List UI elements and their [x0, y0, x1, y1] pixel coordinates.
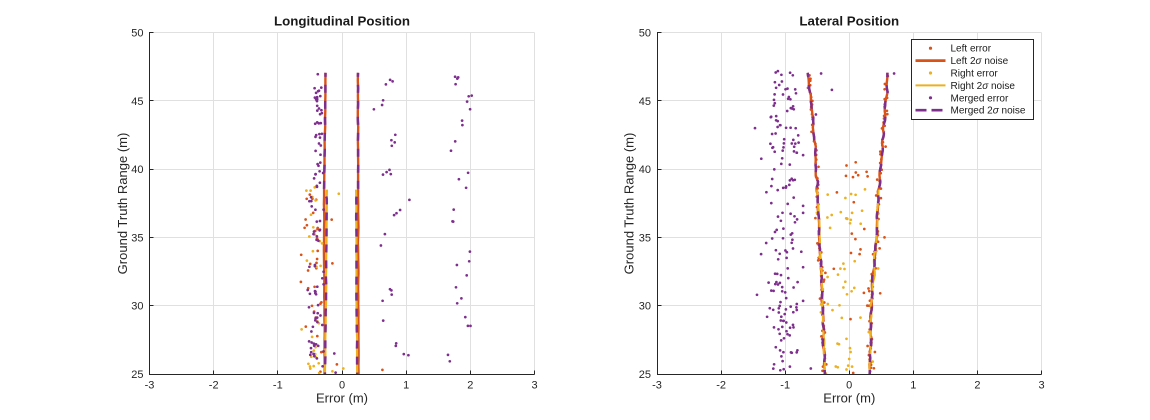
svg-text:Ground Truth Range (m): Ground Truth Range (m): [622, 133, 637, 275]
svg-text:-3: -3: [145, 380, 155, 392]
svg-text:2: 2: [467, 380, 473, 392]
svg-text:-1: -1: [780, 380, 790, 392]
svg-text:Merged error: Merged error: [951, 93, 1009, 104]
svg-text:-1: -1: [273, 380, 283, 392]
svg-text:25: 25: [639, 369, 651, 381]
svg-text:35: 35: [639, 232, 651, 244]
svg-text:Right error: Right error: [951, 69, 999, 80]
svg-text:40: 40: [131, 164, 143, 176]
svg-text:Merged 2σ noise: Merged 2σ noise: [951, 106, 1026, 117]
svg-text:Error (m): Error (m): [823, 391, 875, 406]
svg-text:-2: -2: [716, 380, 726, 392]
svg-text:50: 50: [131, 28, 143, 40]
svg-text:Left error: Left error: [951, 44, 992, 55]
svg-text:50: 50: [639, 28, 651, 40]
svg-text:Ground Truth Range (m): Ground Truth Range (m): [115, 133, 130, 275]
svg-text:30: 30: [131, 301, 143, 313]
svg-text:0: 0: [846, 380, 852, 392]
svg-text:3: 3: [1038, 380, 1044, 392]
svg-text:0: 0: [339, 380, 345, 392]
svg-text:1: 1: [403, 380, 409, 392]
svg-text:3: 3: [531, 380, 537, 392]
svg-text:Longitudinal Position: Longitudinal Position: [274, 14, 410, 29]
svg-text:35: 35: [131, 232, 143, 244]
svg-text:25: 25: [131, 369, 143, 381]
svg-text:Error (m): Error (m): [316, 391, 368, 406]
svg-text:45: 45: [639, 96, 651, 108]
svg-text:1: 1: [910, 380, 916, 392]
svg-text:Lateral Position: Lateral Position: [799, 14, 899, 29]
svg-text:40: 40: [639, 164, 651, 176]
svg-text:-2: -2: [209, 380, 219, 392]
svg-text:2: 2: [974, 380, 980, 392]
svg-text:30: 30: [639, 301, 651, 313]
svg-text:-3: -3: [652, 380, 662, 392]
svg-text:45: 45: [131, 96, 143, 108]
svg-text:Left 2σ noise: Left 2σ noise: [951, 56, 1009, 67]
svg-text:Right 2σ noise: Right 2σ noise: [951, 81, 1016, 92]
